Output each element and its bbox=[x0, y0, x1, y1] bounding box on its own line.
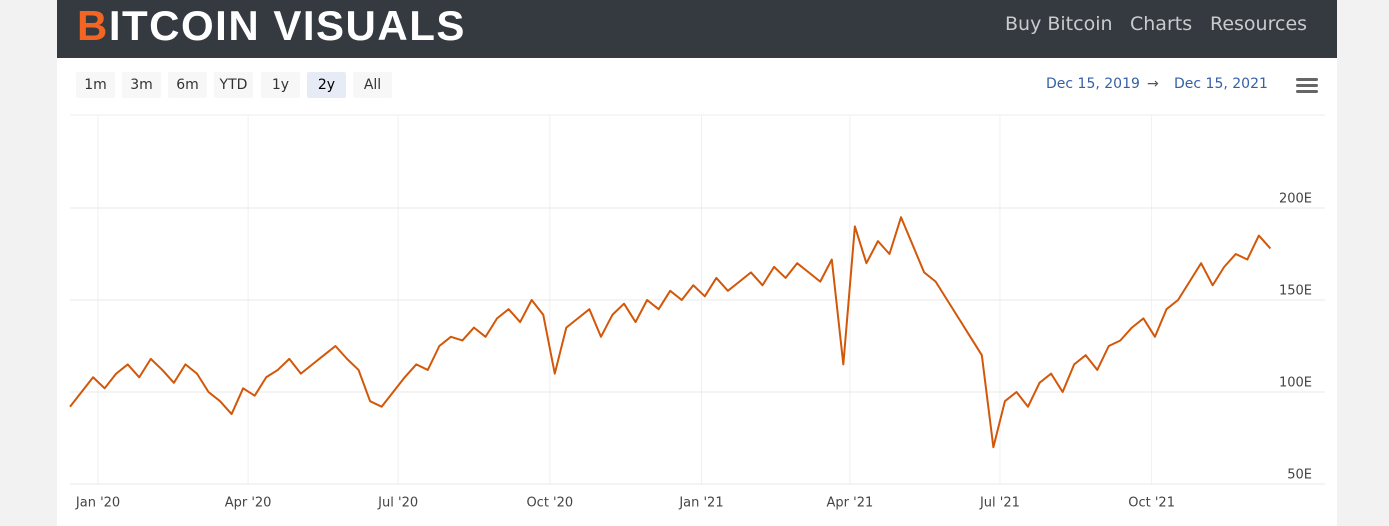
x-tick-label: Jul '21 bbox=[979, 496, 1020, 511]
date-arrow: → bbox=[1147, 76, 1159, 92]
range-button[interactable]: All bbox=[353, 72, 392, 98]
y-tick-label: 100E bbox=[1279, 376, 1312, 391]
header: BITCOIN VISUALS Buy Bitcoin Charts Resou… bbox=[57, 0, 1337, 58]
range-button[interactable]: 3m bbox=[122, 72, 161, 98]
nav-link[interactable]: Resources bbox=[1210, 13, 1308, 35]
x-tick-label: Jan '20 bbox=[75, 496, 120, 511]
range-button[interactable]: 2y bbox=[307, 72, 346, 98]
range-button[interactable]: 1m bbox=[76, 72, 115, 98]
price-line bbox=[69, 216, 1272, 449]
logo[interactable]: BITCOIN VISUALS bbox=[77, 2, 466, 49]
date-from[interactable]: Dec 15, 2019 bbox=[1046, 76, 1140, 92]
nav-link[interactable]: Buy Bitcoin bbox=[1005, 13, 1113, 35]
y-tick-label: 200E bbox=[1279, 192, 1312, 207]
range-button[interactable]: YTD bbox=[214, 72, 253, 98]
chart: Jan '20 Apr '20 Jul '20 Oct '20 Jan '21 Apr '… bbox=[69, 114, 1325, 511]
x-tick-label: Oct '21 bbox=[1128, 496, 1175, 511]
y-tick-label: 150E bbox=[1279, 284, 1312, 299]
range-button[interactable]: 6m bbox=[168, 72, 207, 98]
x-tick-label: Jul '20 bbox=[377, 496, 418, 511]
container: BITCOIN VISUALS Buy Bitcoin Charts Resou… bbox=[57, 0, 1337, 526]
y-tick-label: 50E bbox=[1287, 468, 1312, 483]
x-tick-label: Apr '21 bbox=[827, 496, 874, 511]
x-tick-label: Oct '20 bbox=[526, 496, 573, 511]
date-to[interactable]: Dec 15, 2021 bbox=[1174, 76, 1268, 92]
menu-icon[interactable] bbox=[1296, 77, 1318, 95]
x-tick-label: Apr '20 bbox=[225, 496, 272, 511]
nav-link[interactable]: Charts bbox=[1130, 13, 1193, 35]
range-button[interactable]: 1y bbox=[261, 72, 300, 98]
x-tick-label: Jan '21 bbox=[678, 496, 723, 511]
